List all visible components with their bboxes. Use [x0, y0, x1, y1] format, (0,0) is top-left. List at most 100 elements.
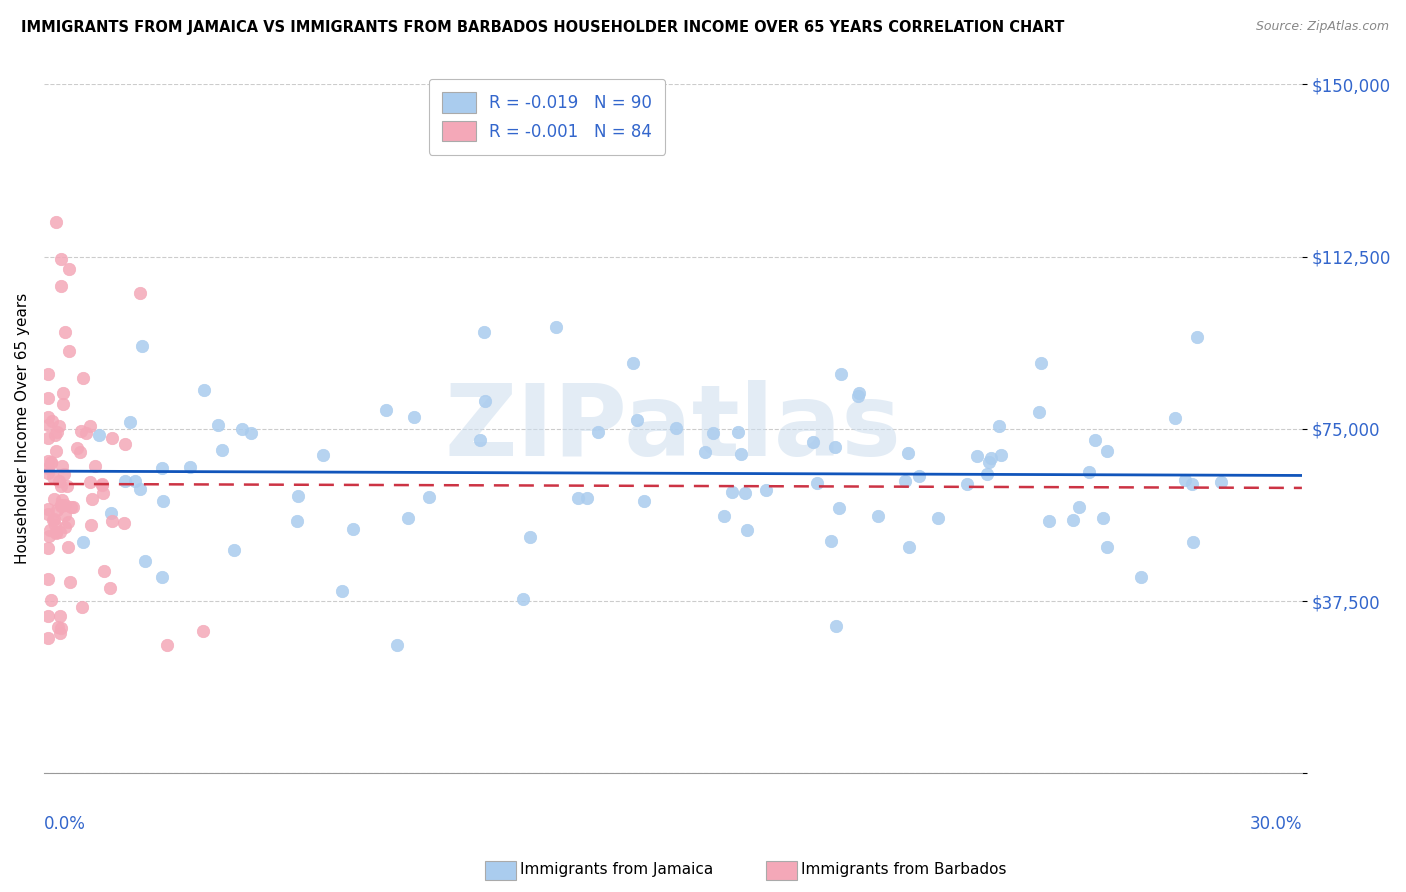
Point [49, 622, 72, 636]
Point [51, 492, 73, 507]
Point [80, 518, 103, 533]
Point [114, 437, 136, 451]
Point [129, 482, 152, 496]
Point [927, 511, 949, 525]
Point [80, 492, 103, 507]
Point [586, 425, 609, 440]
Point [56, 479, 79, 493]
Point [1095, 443, 1118, 458]
Text: Immigrants from Barbados: Immigrants from Barbados [801, 863, 1007, 877]
Point [37, 409, 59, 424]
Point [730, 446, 752, 460]
Point [59, 575, 82, 590]
Point [37, 507, 59, 521]
Point [735, 523, 758, 537]
Point [825, 619, 848, 633]
Point [1091, 511, 1114, 525]
Point [468, 434, 491, 448]
Point [79, 475, 101, 490]
Point [474, 393, 496, 408]
Point [37, 501, 59, 516]
Point [45, 524, 67, 539]
Point [285, 514, 308, 528]
Point [830, 367, 852, 381]
Point [665, 421, 688, 435]
Point [1174, 473, 1197, 487]
Point [396, 510, 419, 524]
Point [70, 600, 93, 615]
Point [58, 261, 80, 276]
Point [37, 431, 59, 445]
Point [150, 461, 173, 475]
Point [472, 326, 495, 340]
Point [1097, 541, 1119, 555]
Point [222, 543, 245, 558]
Point [37, 418, 59, 433]
Point [39, 455, 62, 469]
Point [626, 412, 648, 426]
Point [100, 514, 122, 528]
Point [114, 474, 136, 488]
Point [52, 397, 75, 411]
Point [91, 476, 114, 491]
Point [702, 425, 724, 440]
Point [897, 446, 920, 460]
Point [894, 475, 917, 489]
Point [53, 520, 76, 534]
Point [38, 529, 60, 543]
Point [91, 478, 114, 492]
Point [52, 467, 75, 481]
Point [152, 494, 174, 508]
Point [755, 483, 778, 498]
Point [42, 513, 65, 527]
Point [332, 584, 354, 599]
Point [342, 522, 364, 536]
Point [693, 445, 716, 459]
Point [404, 409, 426, 424]
Point [98, 581, 121, 595]
Point [1181, 534, 1204, 549]
Point [48, 474, 70, 488]
Point [118, 415, 141, 429]
Point [49, 626, 72, 640]
Point [418, 490, 440, 504]
Point [75, 425, 97, 440]
Point [53, 498, 76, 512]
Point [79, 419, 101, 434]
Point [39, 592, 62, 607]
Point [83, 459, 105, 474]
Point [956, 476, 979, 491]
Point [66, 441, 89, 455]
Point [385, 638, 408, 652]
Point [59, 500, 82, 514]
Point [44, 428, 66, 442]
Point [48, 418, 70, 433]
Point [53, 508, 76, 522]
Text: Immigrants from Jamaica: Immigrants from Jamaica [520, 863, 713, 877]
Point [179, 460, 201, 475]
Point [287, 489, 309, 503]
Text: ZIPatlas: ZIPatlas [444, 380, 901, 477]
Point [124, 474, 146, 488]
Point [37, 608, 59, 623]
Point [129, 285, 152, 300]
Point [49, 252, 72, 266]
Point [519, 530, 541, 544]
Point [150, 570, 173, 584]
Point [848, 385, 870, 400]
Point [1084, 433, 1107, 447]
Point [713, 509, 735, 524]
Point [37, 541, 59, 556]
Point [908, 469, 931, 483]
Point [576, 491, 599, 505]
Point [52, 386, 75, 401]
Point [42, 470, 65, 484]
Legend: R = -0.019   N = 90, R = -0.001   N = 84: R = -0.019 N = 90, R = -0.001 N = 84 [429, 79, 665, 154]
Point [966, 450, 988, 464]
Point [46, 503, 69, 517]
Point [1185, 330, 1208, 344]
Point [37, 367, 59, 381]
Point [621, 356, 644, 370]
Point [240, 425, 263, 440]
Point [546, 320, 568, 334]
